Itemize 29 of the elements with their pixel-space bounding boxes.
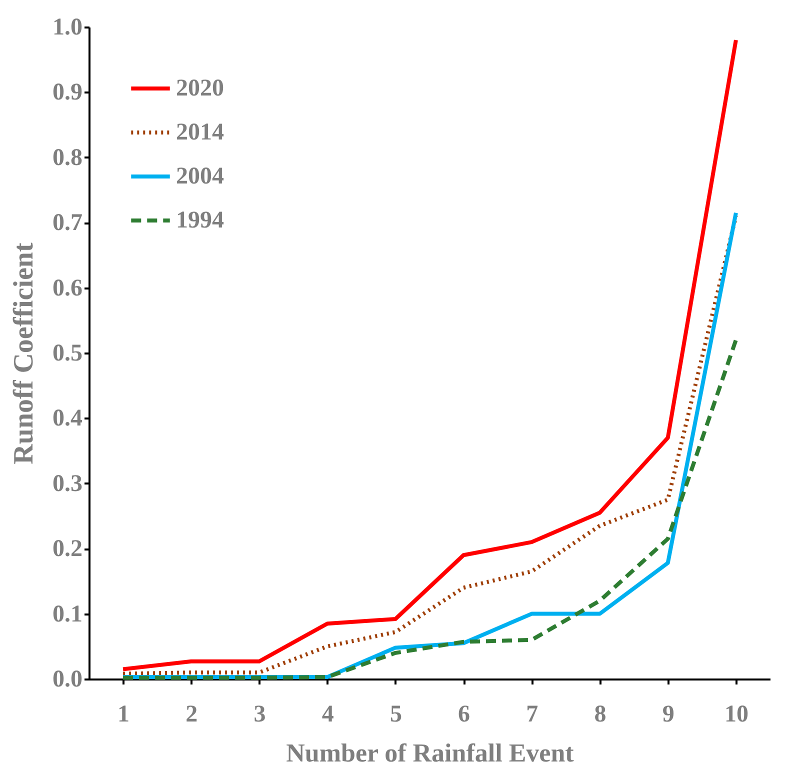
x-tick-label: 9 bbox=[662, 702, 674, 728]
x-tick-label: 4 bbox=[322, 702, 334, 728]
line-series bbox=[121, 338, 738, 680]
legend-label: 2014 bbox=[176, 120, 224, 146]
y-tick-label: 0.3 bbox=[52, 470, 82, 497]
y-tick-label: 0.0 bbox=[52, 666, 82, 692]
legend-label: 2020 bbox=[176, 76, 224, 102]
legend-label: 1994 bbox=[176, 208, 224, 234]
y-tick-label: 0.6 bbox=[52, 275, 82, 302]
y-tick-label: 0.8 bbox=[52, 144, 82, 171]
y-axis-title: Runoff Coefficient bbox=[8, 242, 40, 464]
y-tick-label: 0.7 bbox=[52, 210, 82, 236]
x-tick-label: 1 bbox=[118, 702, 130, 728]
x-tick-label: 2 bbox=[186, 702, 198, 728]
legend-label: 2004 bbox=[176, 164, 224, 190]
y-tick-label: 0.5 bbox=[52, 340, 82, 366]
y-tick-label: 0.2 bbox=[52, 536, 82, 562]
x-tick-label: 7 bbox=[526, 702, 538, 728]
x-tick-label: 8 bbox=[594, 702, 606, 728]
x-tick-label: 3 bbox=[254, 702, 266, 728]
y-tick-label: 0.4 bbox=[52, 406, 82, 432]
x-axis-title: Number of Rainfall Event bbox=[286, 738, 574, 768]
x-tick-label: 10 bbox=[724, 702, 748, 728]
x-tick-label: 5 bbox=[390, 702, 402, 728]
line-series bbox=[121, 38, 738, 672]
y-tick-label: 0.9 bbox=[52, 80, 82, 106]
y-tick-label: 0.1 bbox=[52, 601, 82, 628]
y-tick-label: 1.0 bbox=[52, 14, 82, 40]
x-tick-label: 6 bbox=[458, 702, 470, 728]
